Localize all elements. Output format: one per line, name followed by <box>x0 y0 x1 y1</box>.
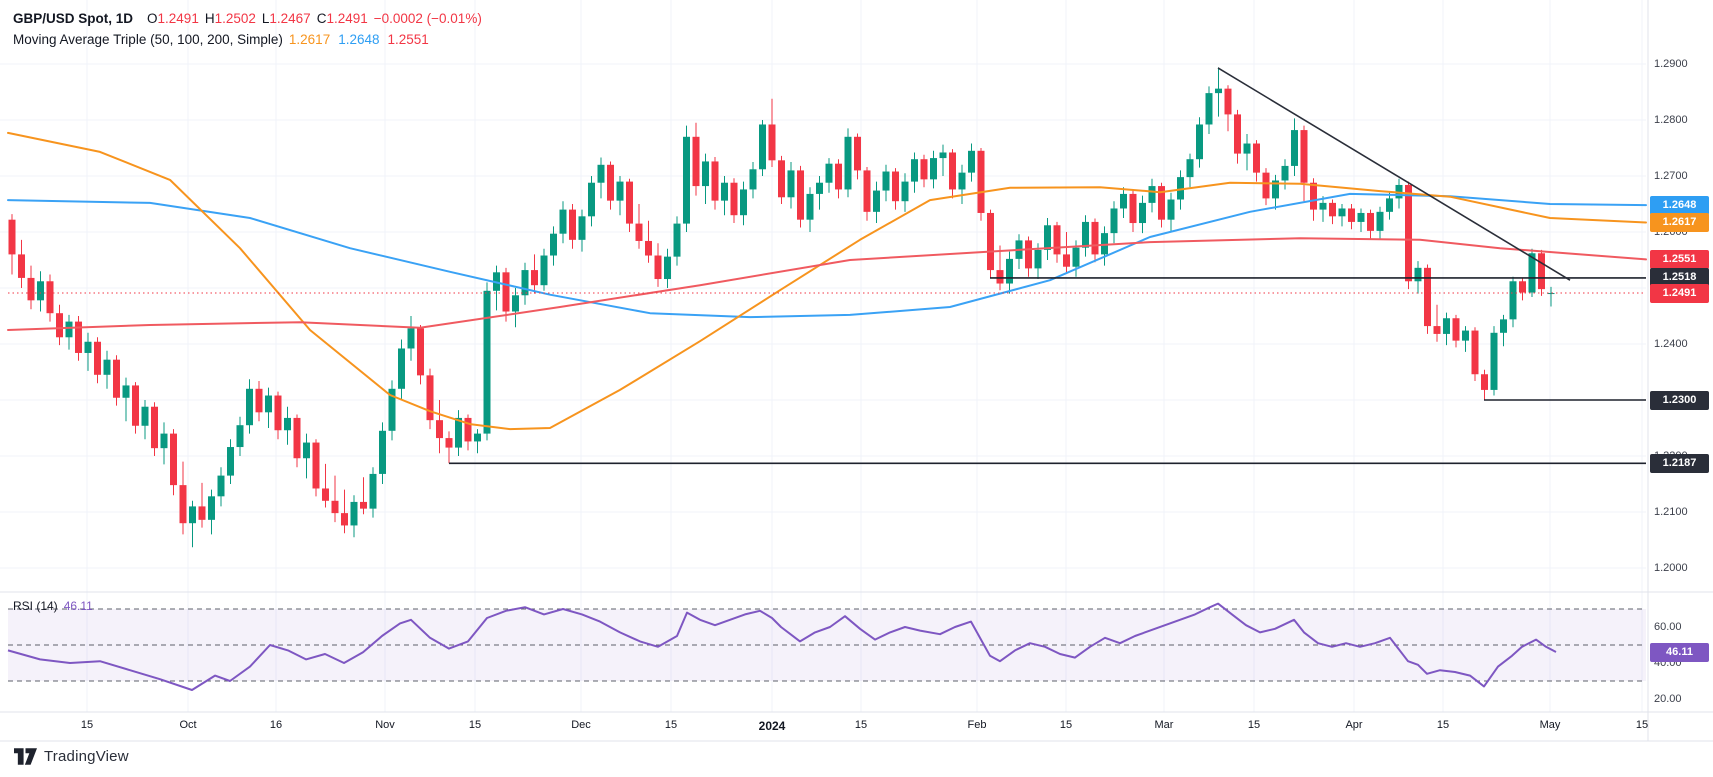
price-badge: 1.2187 <box>1650 453 1709 473</box>
price-axis-label: 1.2700 <box>1654 169 1688 182</box>
tradingview-logo[interactable]: TradingView <box>14 748 129 765</box>
time-axis-label: Apr <box>1345 719 1363 731</box>
ma200-value: 1.2551 <box>387 32 429 47</box>
sma-200-line <box>7 237 1647 331</box>
time-axis-label: Feb <box>967 719 987 731</box>
ohlc-low: L1.2467 <box>261 11 311 26</box>
price-axis-label: 1.2100 <box>1654 505 1688 518</box>
symbol-title[interactable]: GBP/USD Spot, 1D <box>13 11 134 26</box>
price-axis-label: 1.2900 <box>1654 57 1688 70</box>
tradingview-logo-icon <box>14 748 37 765</box>
candles-down <box>8 85 1545 535</box>
ma100-value: 1.2648 <box>338 32 380 47</box>
price-badge: 1.2551 <box>1650 249 1709 269</box>
rsi-title[interactable]: RSI (14) <box>13 599 58 613</box>
time-axis-label: 15 <box>1247 719 1261 731</box>
rsi-value-badge: 46.11 <box>1650 642 1709 662</box>
rsi-axis-label: 20.00 <box>1654 692 1682 705</box>
price-badge: 1.2491 <box>1650 283 1709 303</box>
time-axis-label: 15 <box>664 719 678 731</box>
change-value: −0.0002 (−0.01%) <box>373 11 482 26</box>
candles-up <box>37 67 1555 548</box>
time-axis-label: 15 <box>854 719 868 731</box>
sma-100-line <box>7 192 1647 319</box>
sma-50-line <box>7 131 1647 431</box>
ohlc-open: O1.2491 <box>147 11 199 26</box>
rsi-axis-label: 60.00 <box>1654 620 1682 633</box>
legend-symbol-row[interactable]: GBP/USD Spot, 1D O1.2491 H1.2502 L1.2467 C1.… <box>13 8 482 29</box>
price-badge: 1.2617 <box>1650 212 1709 232</box>
price-badge: 1.2518 <box>1650 268 1709 288</box>
rsi-indicator-label[interactable]: RSI (14) 46.11 <box>13 599 93 613</box>
ma50-value: 1.2617 <box>288 32 331 47</box>
time-axis-label: Oct <box>179 719 197 731</box>
time-axis-label: 15 <box>1436 719 1450 731</box>
price-badge: 1.2648 <box>1650 195 1709 215</box>
descending-trendline <box>1217 67 1571 281</box>
time-axis-label: Nov <box>375 719 395 731</box>
time-axis-label: May <box>1539 719 1561 731</box>
time-axis-label: 2024 <box>758 719 786 733</box>
time-axis-label: 15 <box>80 719 94 731</box>
time-axis-label: 15 <box>1635 719 1649 731</box>
ohlc-close: C1.2491 <box>316 11 368 26</box>
rsi-line <box>7 602 1557 691</box>
legend-ma-row[interactable]: Moving Average Triple (50, 100, 200, Sim… <box>13 29 482 50</box>
ma-indicator-title[interactable]: Moving Average Triple (50, 100, 200, Sim… <box>13 32 283 47</box>
tradingview-logo-text: TradingView <box>44 748 129 765</box>
price-axis-label: 1.2800 <box>1654 113 1688 126</box>
time-axis-label: Dec <box>571 719 591 731</box>
ohlc-high: H1.2502 <box>204 11 256 26</box>
time-axis-label: 15 <box>468 719 482 731</box>
rsi-value: 46.11 <box>63 599 93 613</box>
price-badge: 1.2300 <box>1650 390 1709 410</box>
time-axis-label: Mar <box>1154 719 1174 731</box>
price-axis-label: 1.2000 <box>1654 561 1688 574</box>
chart-legend[interactable]: GBP/USD Spot, 1D O1.2491 H1.2502 L1.2467 C1.… <box>13 8 482 50</box>
price-axis-label: 1.2400 <box>1654 337 1688 350</box>
time-axis-label: 15 <box>1059 719 1073 731</box>
time-axis-label: 16 <box>269 719 283 731</box>
